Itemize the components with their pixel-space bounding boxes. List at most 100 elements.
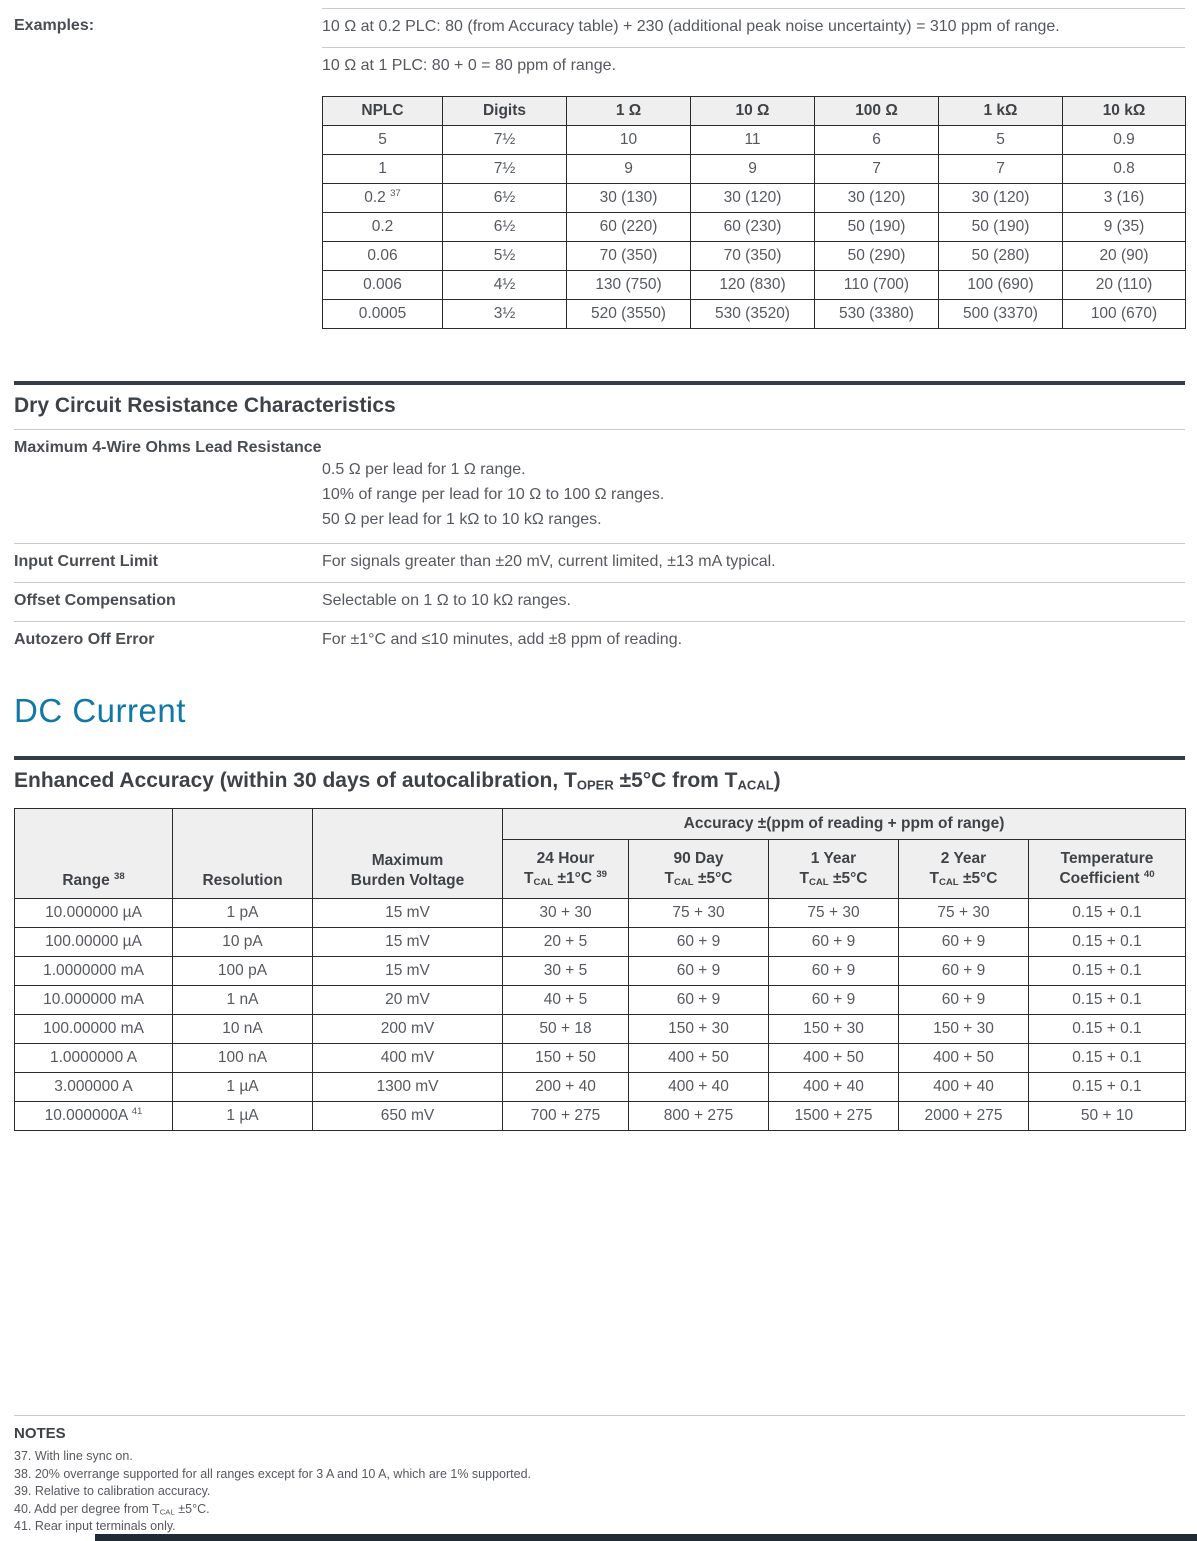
table-cell: 110 (700) bbox=[814, 270, 939, 300]
table-cell: 50 (190) bbox=[814, 212, 939, 242]
table-cell: 2000 + 275 bbox=[898, 1101, 1029, 1131]
table-cell: 0.006 bbox=[322, 270, 443, 300]
table-cell: 5½ bbox=[442, 241, 567, 271]
column-header: 1 Ω bbox=[566, 96, 691, 126]
table-row: 10.000000A 41 1 µA 650 mV 700 + 275 800 + 27… bbox=[14, 1101, 1186, 1131]
table-cell: 150 + 30 bbox=[898, 1014, 1029, 1044]
table-cell: 650 mV bbox=[312, 1101, 503, 1131]
table-cell: 200 mV bbox=[312, 1014, 503, 1044]
table-cell: 130 (750) bbox=[566, 270, 691, 300]
input-current-limit-row: Input Current Limit For signals greater … bbox=[14, 543, 1185, 582]
table-cell: 20 mV bbox=[312, 985, 503, 1015]
table-cell: 400 + 50 bbox=[768, 1043, 899, 1073]
notes-list: 37. With line sync on. 38. 20% overrange … bbox=[14, 1448, 1185, 1536]
table-cell: 3 (16) bbox=[1062, 183, 1186, 213]
table-cell: 7 bbox=[814, 154, 939, 184]
table-cell: 30 (120) bbox=[814, 183, 939, 213]
lead-resistance-value: 10% of range per lead for 10 Ω to 100 Ω … bbox=[322, 486, 665, 503]
table-cell: 0.15 + 0.1 bbox=[1028, 985, 1186, 1015]
table-cell: 5 bbox=[938, 125, 1063, 155]
table-cell: 4½ bbox=[442, 270, 567, 300]
lead-resistance-value: 50 Ω per lead for 1 kΩ to 10 kΩ ranges. bbox=[322, 511, 602, 528]
table-cell: 7½ bbox=[442, 125, 567, 155]
table-row: 0.2 6½ 60 (220) 60 (230) 50 (190) 50 (190) 9 (… bbox=[322, 212, 1186, 242]
note-item: 41. Rear input terminals only. bbox=[14, 1519, 176, 1533]
table-row: 1.0000000 A 100 nA 400 mV 150 + 50 400 + 50 4… bbox=[14, 1043, 1186, 1073]
table-cell: 60 + 9 bbox=[768, 956, 899, 986]
table-cell: 1.0000000 mA bbox=[14, 956, 173, 986]
table-cell: 50 (290) bbox=[814, 241, 939, 271]
table-cell: 6½ bbox=[442, 212, 567, 242]
offset-compensation-row: Offset Compensation Selectable on 1 Ω to… bbox=[14, 582, 1185, 621]
burden-voltage-column-header: Maximum Burden Voltage bbox=[312, 808, 503, 899]
column-header: NPLC bbox=[322, 96, 443, 126]
table-cell: 1500 + 275 bbox=[768, 1101, 899, 1131]
table-row: 1.0000000 mA 100 pA 15 mV 30 + 5 60 + 9 60 + … bbox=[14, 956, 1186, 986]
table-cell: 10 nA bbox=[172, 1014, 313, 1044]
table-cell: 1 µA bbox=[172, 1072, 313, 1102]
table-cell: 9 (35) bbox=[1062, 212, 1186, 242]
table-cell: 30 (120) bbox=[938, 183, 1063, 213]
table-cell: 60 + 9 bbox=[898, 927, 1029, 957]
nplc-table-body: 5 7½ 10 11 6 5 0.9 1 7½ 9 9 7 7 0.8 0.2 37 6½ 30 (130) 30… bbox=[322, 125, 1186, 329]
dc-current-title: DC Current bbox=[14, 692, 186, 729]
lead-resistance-value: 0.5 Ω per lead for 1 Ω range. bbox=[322, 461, 526, 478]
note-item: 37. With line sync on. bbox=[14, 1449, 133, 1463]
table-cell: 11 bbox=[690, 125, 815, 155]
accuracy-group-header: Accuracy ±(ppm of reading + ppm of range… bbox=[502, 808, 1186, 840]
table-cell: 520 (3550) bbox=[566, 299, 691, 329]
table-cell: 0.0005 bbox=[322, 299, 443, 329]
table-cell: 0.8 bbox=[1062, 154, 1186, 184]
section-divider bbox=[14, 381, 1185, 385]
table-cell: 530 (3380) bbox=[814, 299, 939, 329]
table-cell: 6 bbox=[814, 125, 939, 155]
col-header-1-year: 1 Year TCAL ±5°C bbox=[768, 839, 899, 899]
dc-current-accuracy-table: Range 38 Resolution Maximum Burden Voltag… bbox=[14, 808, 1186, 1131]
lead-resistance-values: 0.5 Ω per lead for 1 Ω range. 10% of rang… bbox=[322, 457, 1185, 532]
table-cell: 10.000000A 41 bbox=[14, 1101, 173, 1131]
table-row: 10.000000 µA 1 pA 15 mV 30 + 30 75 + 30 75 + … bbox=[14, 898, 1186, 928]
column-header: 10 Ω bbox=[690, 96, 815, 126]
table-cell: 20 + 5 bbox=[502, 927, 629, 957]
col-header-24-hour: 24 Hour TCAL ±1°C 39 bbox=[502, 839, 629, 899]
table-cell: 50 + 18 bbox=[502, 1014, 629, 1044]
table-cell: 0.15 + 0.1 bbox=[1028, 956, 1186, 986]
table-cell: 0.2 bbox=[322, 212, 443, 242]
table-cell: 100 nA bbox=[172, 1043, 313, 1073]
table-cell: 1300 mV bbox=[312, 1072, 503, 1102]
table-cell: 1 µA bbox=[172, 1101, 313, 1131]
autozero-off-error-label: Autozero Off Error bbox=[14, 631, 155, 648]
examples-section: Examples: 10 Ω at 0.2 PLC: 80 (from Accu… bbox=[14, 0, 1185, 86]
input-current-limit-label: Input Current Limit bbox=[14, 553, 158, 570]
table-row: 0.06 5½ 70 (350) 70 (350) 50 (290) 50 (280) 20… bbox=[322, 241, 1186, 271]
table-cell: 400 + 40 bbox=[628, 1072, 769, 1102]
table-cell: 30 + 30 bbox=[502, 898, 629, 928]
enhanced-accuracy-title: Enhanced Accuracy (within 30 days of aut… bbox=[14, 769, 781, 793]
table-cell: 50 + 10 bbox=[1028, 1101, 1186, 1131]
table-cell: 10 bbox=[566, 125, 691, 155]
table-cell: 60 + 9 bbox=[898, 985, 1029, 1015]
column-header: 100 Ω bbox=[814, 96, 939, 126]
table-cell: 20 (90) bbox=[1062, 241, 1186, 271]
table-row: 0.0005 3½ 520 (3550) 530 (3520) 530 (3380) 50… bbox=[322, 299, 1186, 329]
lead-resistance-row: Maximum 4-Wire Ohms Lead Resistance 0.5 … bbox=[14, 429, 1185, 543]
accuracy-sub-header-row: 24 Hour TCAL ±1°C 39 90 Day TCAL ±5°C 1 Ye… bbox=[15, 839, 1186, 899]
table-cell: 1 pA bbox=[172, 898, 313, 928]
table-cell: 0.2 37 bbox=[322, 183, 443, 213]
table-cell: 500 (3370) bbox=[938, 299, 1063, 329]
notes-section: NOTES 37. With line sync on. 38. 20% over… bbox=[14, 1415, 1185, 1536]
table-cell: 20 (110) bbox=[1062, 270, 1186, 300]
table-cell: 75 + 30 bbox=[628, 898, 769, 928]
table-cell: 50 (280) bbox=[938, 241, 1063, 271]
table-cell: 100 (670) bbox=[1062, 299, 1186, 329]
table-cell: 100.00000 µA bbox=[14, 927, 173, 957]
table-cell: 0.06 bbox=[322, 241, 443, 271]
table-cell: 150 + 30 bbox=[628, 1014, 769, 1044]
table-cell: 60 + 9 bbox=[768, 985, 899, 1015]
table-cell: 150 + 30 bbox=[768, 1014, 899, 1044]
notes-title: NOTES bbox=[14, 1425, 66, 1442]
table-cell: 0.15 + 0.1 bbox=[1028, 1072, 1186, 1102]
